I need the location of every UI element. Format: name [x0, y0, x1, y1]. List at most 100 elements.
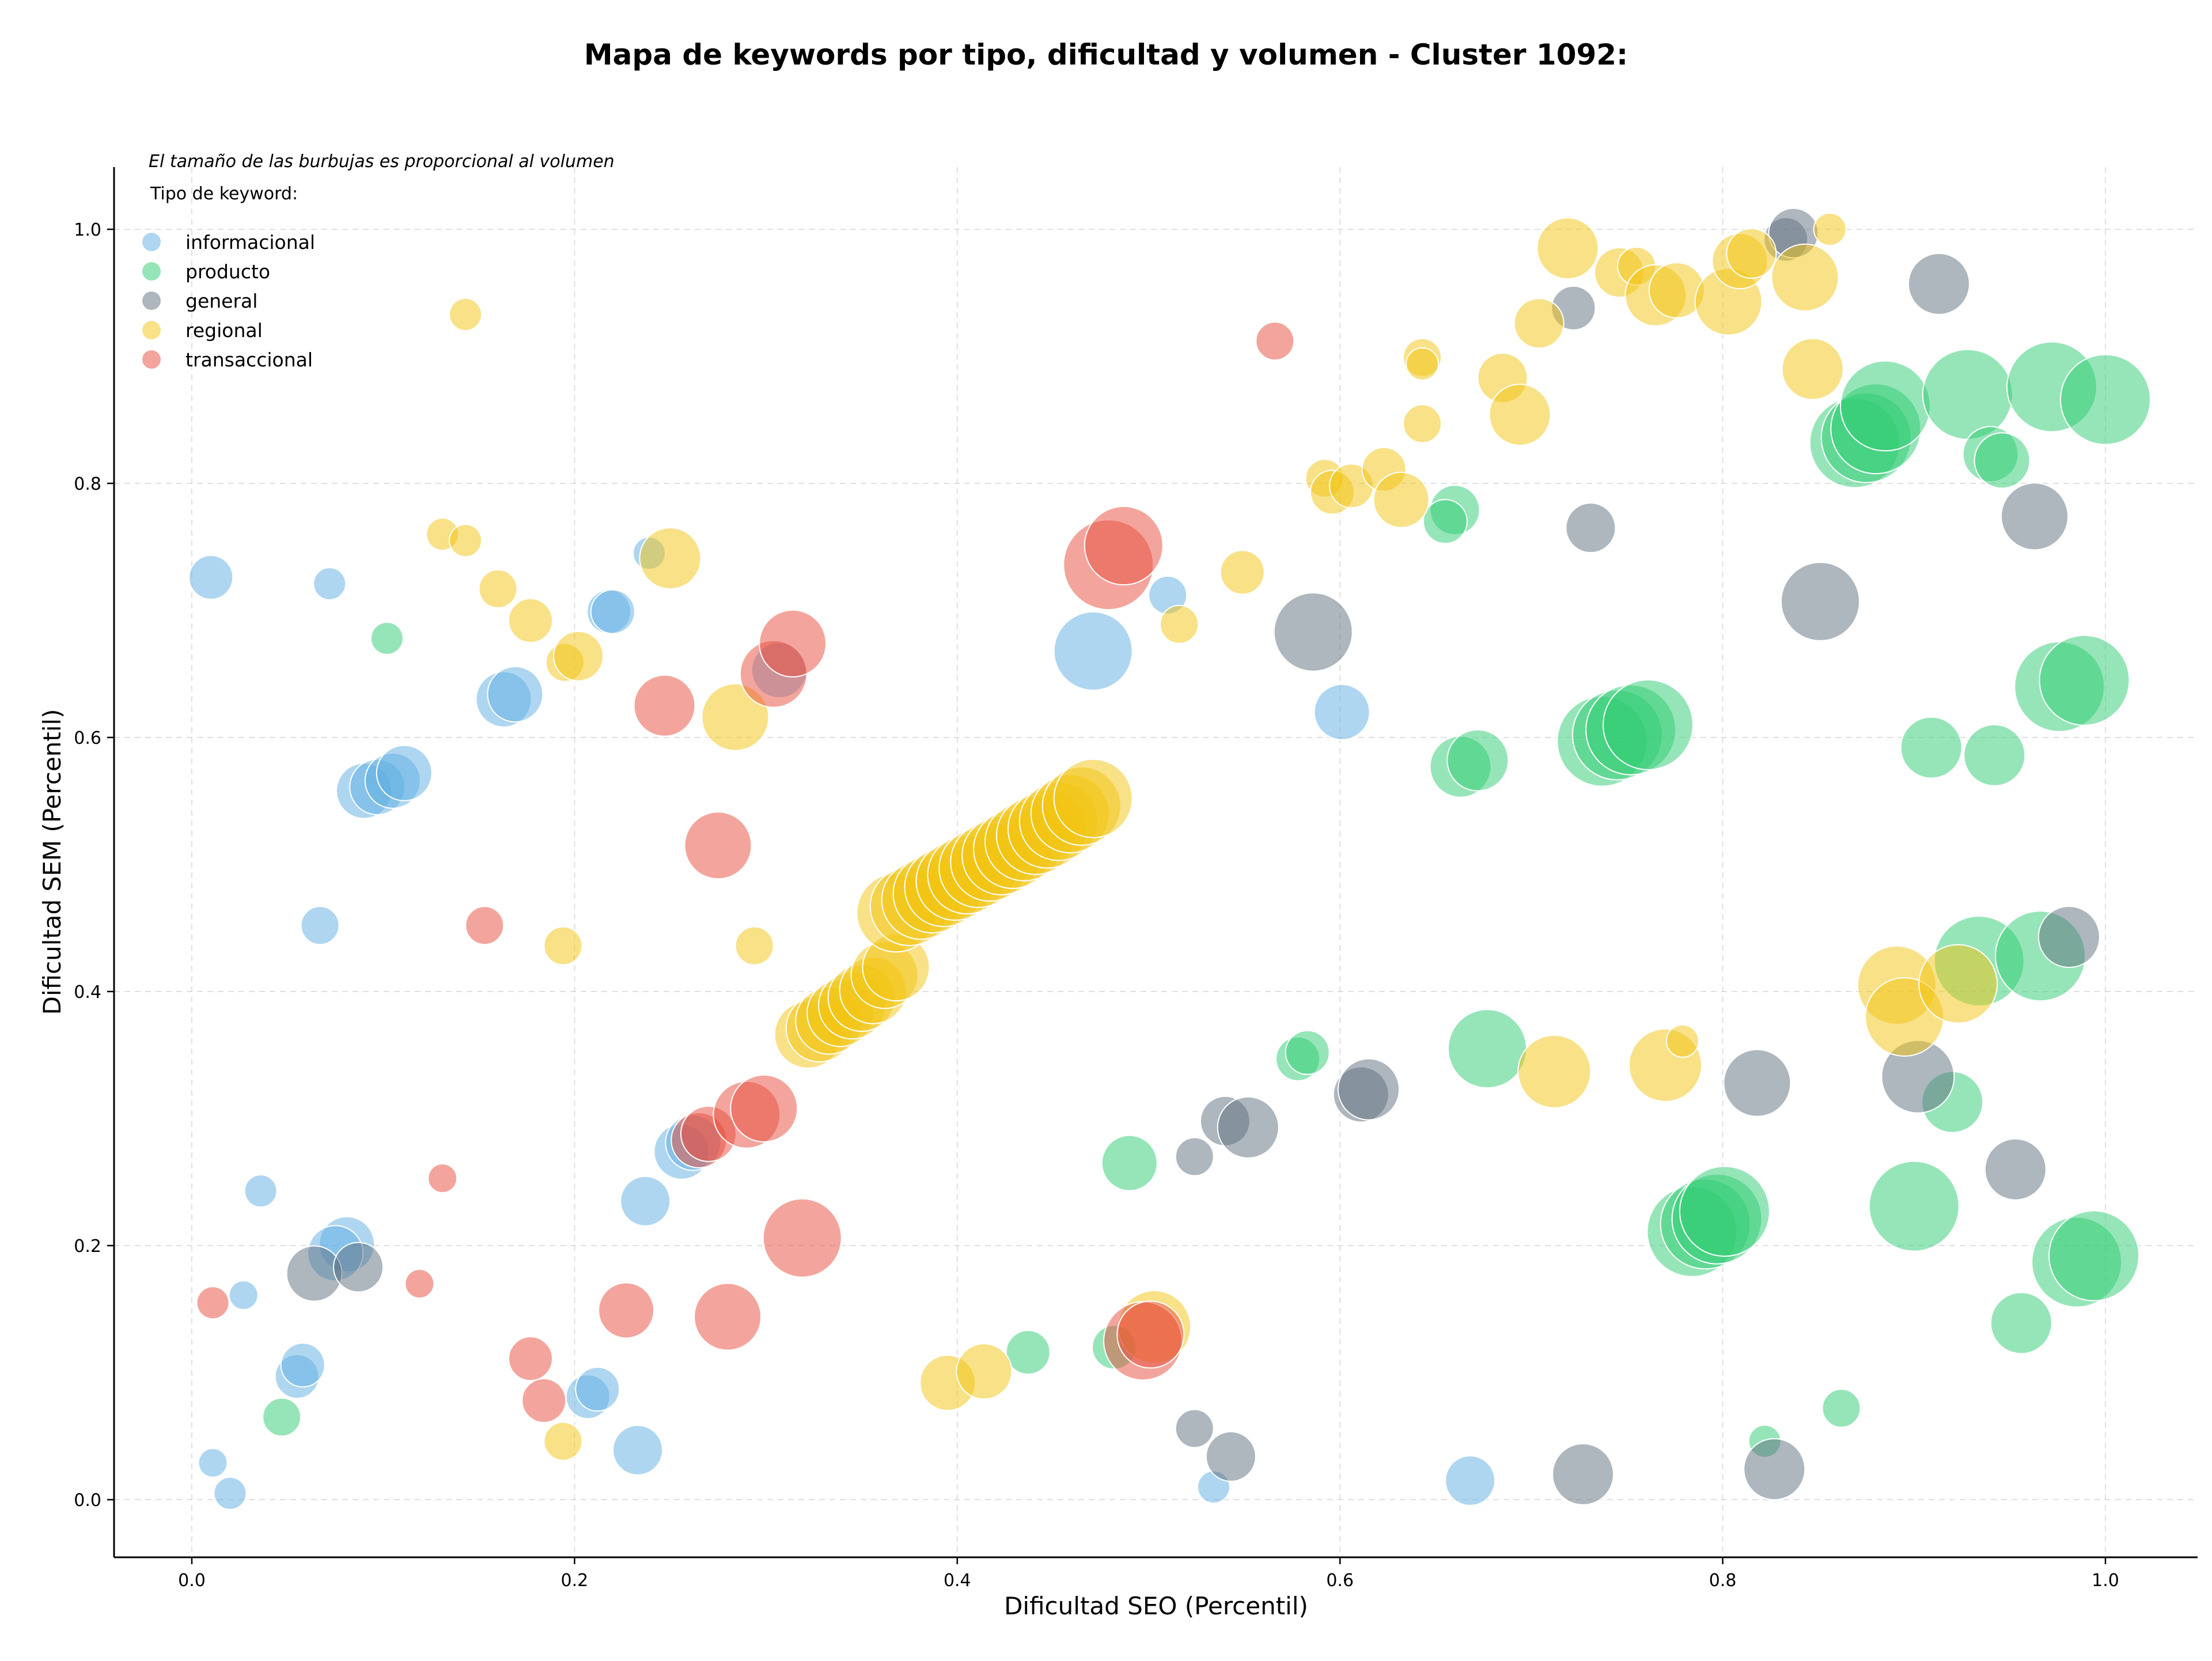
general-bubble: [1273, 592, 1353, 672]
x-tick-label: 0.8: [1709, 1571, 1737, 1591]
transaccional-bubble: [1084, 506, 1164, 586]
regional-bubble: [1053, 758, 1133, 838]
regional-bubble: [1726, 228, 1777, 279]
x-tick-label: 0.4: [944, 1571, 971, 1591]
informacional-bubble: [612, 1425, 664, 1476]
transaccional-bubble: [521, 1378, 567, 1424]
regional-bubble: [1813, 213, 1847, 246]
legend: informacional producto general regional tran…: [142, 231, 315, 371]
y-tick-label: 0.4: [74, 982, 101, 1002]
transaccional-bubble: [1116, 1300, 1185, 1369]
informacional-bubble: [376, 744, 433, 801]
informacional-bubble: [313, 567, 347, 601]
general-bubble: [286, 1245, 343, 1302]
regional-bubble: [1403, 404, 1442, 444]
general-bubble: [1217, 1096, 1279, 1159]
regional-bubble: [507, 598, 553, 644]
general-bubble: [1743, 1438, 1806, 1501]
x-tick-label: 1.0: [2092, 1571, 2119, 1591]
general-bubble: [1907, 252, 1970, 315]
transaccional-bubble: [1255, 321, 1295, 361]
producto-bubble: [1005, 1330, 1051, 1375]
transaccional-bubble: [196, 1286, 230, 1320]
producto-bubble: [1839, 360, 1931, 452]
y-tick-label: 0.8: [74, 474, 101, 494]
general-bubble: [2001, 482, 2069, 551]
y-tick-label: 0.2: [74, 1236, 101, 1257]
informacional-bubble: [1053, 611, 1133, 691]
regional-bubble: [1517, 1034, 1592, 1108]
transaccional-bubble: [598, 1282, 655, 1339]
regional-bubble: [1160, 604, 1199, 644]
general-legend-marker: [142, 292, 161, 310]
general-bubble: [1175, 1409, 1214, 1448]
transaccional-legend-marker: [142, 350, 161, 369]
producto-bubble: [1679, 1166, 1770, 1257]
informacional-bubble: [213, 1476, 247, 1510]
regional-bubble: [543, 1421, 583, 1461]
regional-bubble: [1781, 338, 1844, 400]
informacional-bubble: [620, 1175, 671, 1227]
producto-bubble: [2048, 1210, 2140, 1301]
size-annotation: El tamaño de las burbujas es proporciona…: [149, 152, 615, 172]
transaccional-bubble: [730, 1074, 798, 1142]
informacional-bubble: [300, 906, 340, 945]
producto-bubble: [1963, 724, 2026, 786]
producto-bubble: [1900, 716, 1963, 779]
regional-bubble: [1488, 383, 1551, 446]
producto-bubble: [262, 1397, 302, 1437]
informacional-bubble: [487, 666, 544, 723]
transaccional-legend-label: transaccional: [185, 349, 313, 371]
informacional-legend-marker: [142, 233, 161, 251]
producto-bubble: [1446, 729, 1509, 792]
regional-bubble: [1771, 243, 1839, 312]
regional-bubble: [1373, 471, 1430, 528]
regional-bubble: [956, 1343, 1013, 1400]
transaccional-bubble: [684, 811, 752, 880]
regional-bubble: [449, 524, 483, 558]
general-bubble: [2037, 906, 2100, 968]
informacional-bubble: [1445, 1455, 1496, 1506]
producto-bubble: [2039, 634, 2130, 726]
producto-bubble: [1101, 1134, 1158, 1191]
y-tick-label: 0.6: [74, 728, 101, 748]
y-axis-label: Dificultad SEM (Percentil): [38, 709, 66, 1015]
regional-bubble: [1513, 298, 1565, 349]
x-tick-label: 0.2: [561, 1571, 589, 1591]
general-bubble: [1565, 502, 1616, 554]
general-bubble: [1984, 1138, 2047, 1201]
informacional-bubble: [188, 555, 234, 600]
regional-bubble: [543, 926, 583, 966]
regional-bubble: [1406, 347, 1440, 381]
regional-legend-label: regional: [185, 319, 263, 342]
producto-bubble: [1868, 1160, 1960, 1252]
producto-bubble: [370, 622, 404, 656]
general-bubble: [333, 1242, 384, 1293]
y-tick-label: 0.0: [74, 1490, 101, 1511]
transaccional-bubble: [694, 1282, 762, 1351]
producto-legend-marker: [142, 262, 161, 281]
general-bubble: [1175, 1137, 1214, 1176]
chart-title: Mapa de keywords por tipo, dificultad y …: [584, 38, 1628, 71]
regional-bubble: [1665, 1024, 1699, 1058]
regional-bubble: [1536, 217, 1599, 280]
producto-bubble: [1285, 1030, 1330, 1075]
x-axis-label: Dificultad SEO (Percentil): [1004, 1592, 1308, 1620]
x-tick-label: 0.6: [1326, 1571, 1354, 1591]
producto-bubble: [2060, 354, 2151, 445]
informacional-bubble: [590, 589, 635, 634]
informacional-bubble: [575, 1367, 620, 1412]
general-bubble: [1338, 1058, 1400, 1121]
producto-bubble: [1603, 679, 1694, 770]
producto-bubble: [1990, 1292, 2052, 1354]
general-bubble: [1723, 1049, 1791, 1117]
transaccional-bubble: [427, 1163, 458, 1194]
producto-bubble: [1922, 349, 2013, 440]
producto-legend-label: producto: [185, 260, 270, 283]
regional-bubble: [1918, 944, 1998, 1024]
regional-legend-marker: [142, 321, 161, 339]
axis-ticks: 0.0 0.2 0.4 0.6 0.8 1.0 0.0 0.2 0.4 0.6 0.8 1.0: [74, 220, 2119, 1591]
transaccional-bubble: [762, 1198, 842, 1278]
informacional-bubble: [198, 1448, 228, 1478]
